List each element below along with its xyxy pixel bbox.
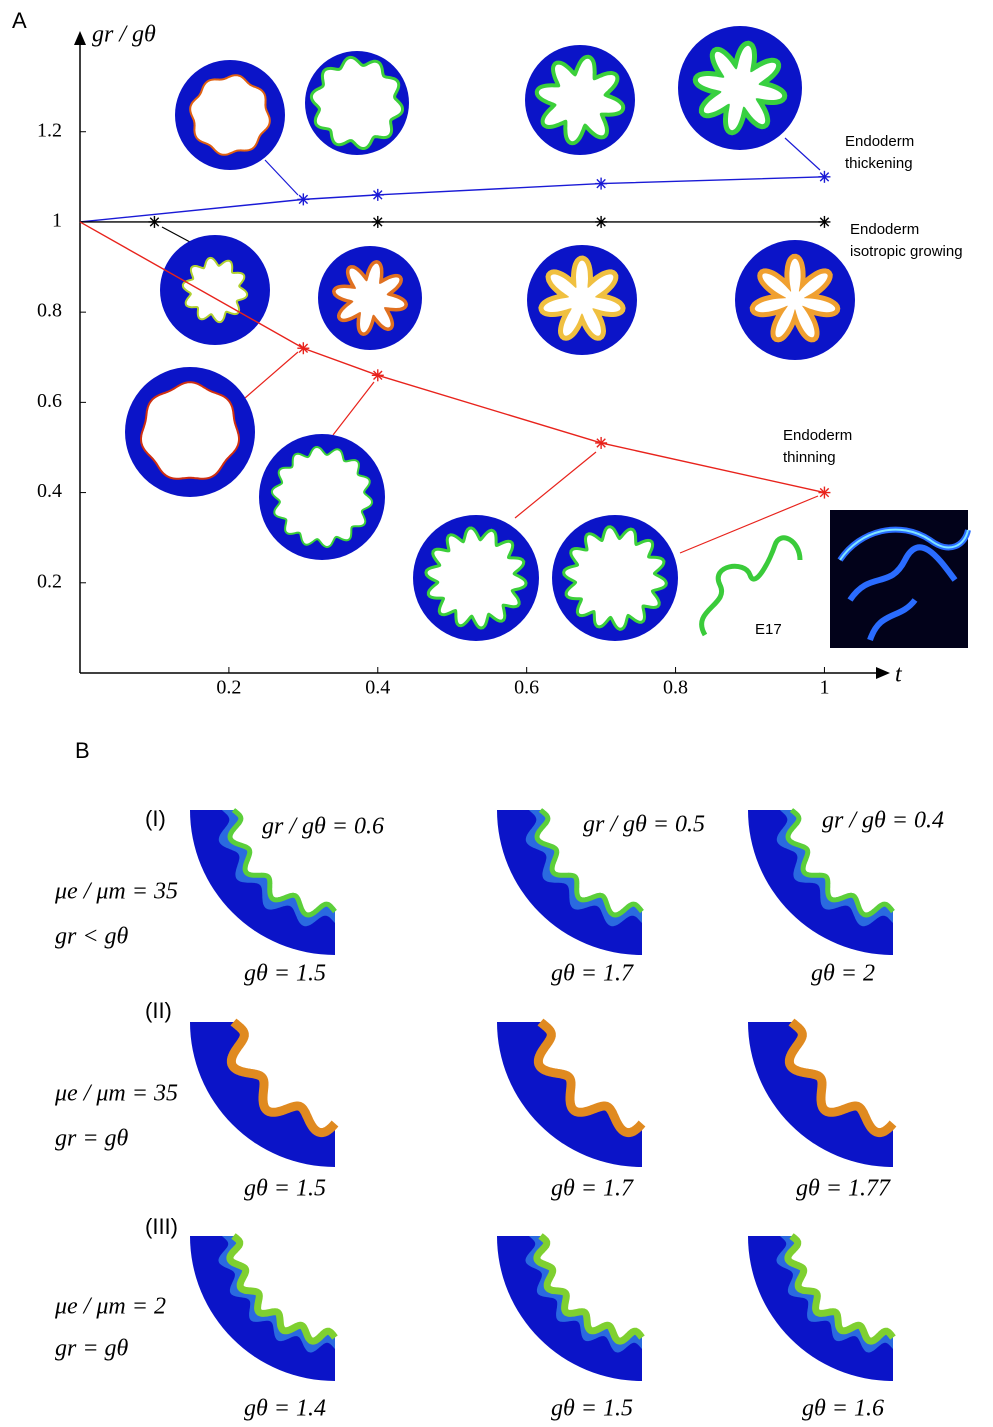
- star-marker: [297, 193, 309, 205]
- ratio-label: gr / gθ = 0.6: [262, 814, 384, 840]
- star-marker: [818, 216, 830, 228]
- inset-label: E17: [755, 621, 782, 638]
- panel-caption: gθ = 1.6: [802, 1396, 884, 1422]
- panel-label: A: [12, 8, 27, 33]
- y-axis-label: gr / gθ: [92, 22, 156, 48]
- series-annotation: Endoderm: [850, 221, 919, 238]
- star-marker: [818, 171, 830, 183]
- x-axis-arrow: [876, 667, 890, 679]
- star-marker: [297, 342, 309, 354]
- panel-caption: gθ = 1.7: [551, 1176, 634, 1202]
- series-annotation: thinning: [783, 449, 836, 466]
- x-axis-label: t: [895, 662, 903, 688]
- star-marker: [372, 369, 384, 381]
- x-tick-label: 0.6: [514, 677, 539, 699]
- ratio-label: gr / gθ = 0.4: [822, 808, 944, 834]
- y-axis-arrow: [74, 31, 86, 45]
- row-label: (III): [145, 1214, 178, 1239]
- y-tick-label: 0.4: [37, 480, 62, 502]
- y-tick-label: 0.2: [37, 570, 62, 592]
- y-tick-label: 1.2: [37, 119, 62, 141]
- star-marker: [818, 487, 830, 499]
- y-tick-label: 1: [52, 210, 62, 232]
- series-annotation: Endoderm: [783, 427, 852, 444]
- panel-caption: gθ = 1.5: [244, 1176, 326, 1202]
- y-tick-label: 0.8: [37, 300, 62, 322]
- series-line: [80, 177, 824, 222]
- x-tick-label: 0.4: [365, 677, 390, 699]
- row-parameter: μe / μm = 35: [54, 879, 178, 905]
- y-tick-label: 0.6: [37, 390, 62, 412]
- panel-caption: gθ = 1.5: [244, 961, 326, 987]
- ratio-label: gr / gθ = 0.5: [583, 812, 705, 838]
- panel-caption: gθ = 1.4: [244, 1396, 326, 1422]
- row-parameter: μe / μm = 35: [54, 1081, 178, 1107]
- panel-caption: gθ = 1.7: [551, 961, 634, 987]
- row-parameter: gr = gθ: [55, 1336, 129, 1362]
- panel-caption: gθ = 2: [811, 961, 875, 987]
- star-marker: [595, 437, 607, 449]
- row-label: (I): [145, 806, 166, 831]
- star-marker: [595, 178, 607, 190]
- star-marker: [372, 216, 384, 228]
- series-annotation: thickening: [845, 155, 913, 172]
- row-parameter: μe / μm = 2: [54, 1294, 166, 1320]
- star-marker: [372, 189, 384, 201]
- x-tick-label: 0.2: [216, 677, 241, 699]
- x-tick-label: 1: [819, 677, 829, 699]
- panel-caption: gθ = 1.77: [796, 1176, 891, 1202]
- panel-caption: gθ = 1.5: [551, 1396, 633, 1422]
- row-parameter: gr = gθ: [55, 1126, 129, 1152]
- series-annotation: isotropic growing: [850, 243, 963, 260]
- row-parameter: gr < gθ: [55, 924, 129, 950]
- row-label: (II): [145, 998, 172, 1023]
- figure: A gr / gθ t E17 B 0.2 0.4 0.6 0.8 1 0.2 0.4 0.6…: [0, 0, 993, 1427]
- panel-label: B: [75, 738, 90, 763]
- star-marker: [148, 216, 160, 228]
- series-annotation: Endoderm: [845, 133, 914, 150]
- x-tick-label: 0.8: [663, 677, 688, 699]
- e17-curve: [702, 538, 800, 635]
- star-marker: [595, 216, 607, 228]
